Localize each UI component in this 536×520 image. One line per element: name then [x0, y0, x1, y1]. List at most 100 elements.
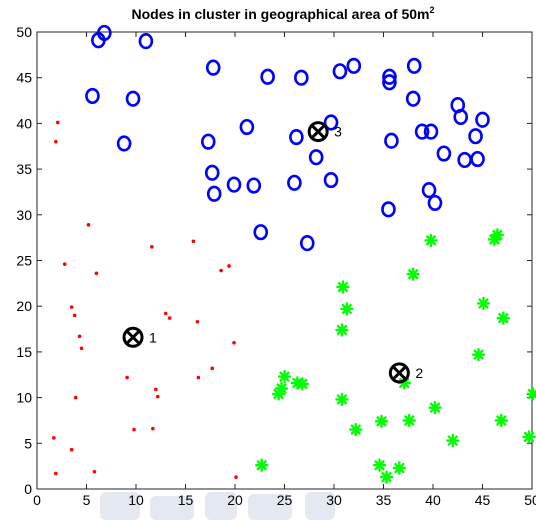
- data-point-blue: [138, 33, 154, 50]
- data-point-blue: [260, 68, 275, 85]
- data-point-green: [340, 302, 354, 316]
- data-point-green: [374, 414, 389, 429]
- chart-title-main: Nodes in cluster in geographical area of…: [132, 6, 430, 22]
- data-point-green: [336, 280, 350, 294]
- series-cross-circle: 1 2 3: [122, 121, 423, 384]
- data-point-blue: [253, 224, 269, 241]
- data-point-blue: [204, 164, 220, 181]
- x-tick-label: 15: [178, 492, 194, 508]
- data-point-green: [446, 433, 460, 448]
- x-tick-label: 10: [128, 492, 144, 508]
- series-circle: [85, 24, 490, 252]
- data-point-green: [476, 296, 491, 311]
- data-point-red: [163, 311, 168, 316]
- data-point-red: [167, 316, 172, 320]
- data-point-blue: [205, 59, 221, 76]
- y-tick-label: 50: [16, 24, 32, 40]
- data-point-green: [349, 422, 363, 437]
- cluster-head-label: 2: [415, 365, 423, 381]
- x-tick-label: 30: [326, 492, 342, 508]
- data-point-green: [424, 233, 438, 248]
- data-point-blue: [116, 135, 132, 152]
- data-point-red: [155, 394, 160, 399]
- y-tick-label: 20: [16, 298, 32, 314]
- data-point-blue: [453, 108, 469, 126]
- data-point-red: [72, 313, 77, 318]
- data-point-red: [77, 334, 82, 339]
- data-point-blue: [299, 235, 315, 252]
- data-point-red: [196, 375, 201, 380]
- series-dot: [52, 120, 238, 479]
- y-tick-label: 0: [24, 481, 32, 497]
- data-point-blue: [246, 177, 262, 194]
- data-point-green: [471, 347, 486, 362]
- data-point-green: [490, 228, 505, 242]
- data-point-red: [232, 340, 236, 345]
- data-point-green: [379, 470, 394, 484]
- data-point-red: [219, 268, 223, 273]
- data-point-blue: [226, 176, 242, 193]
- chart-title-superscript: 2: [429, 5, 434, 15]
- data-point-red: [151, 426, 155, 431]
- x-tick-label: 35: [376, 492, 392, 508]
- data-point-green: [271, 387, 286, 401]
- data-point-blue: [381, 201, 396, 218]
- data-point-blue: [382, 74, 397, 91]
- data-point-blue: [200, 133, 216, 150]
- data-point-red: [191, 239, 196, 244]
- data-point-blue: [406, 57, 422, 74]
- cluster-head-marker: 1: [122, 326, 157, 348]
- data-point-blue: [436, 145, 452, 162]
- series-asterisk: [255, 228, 536, 484]
- data-point-red: [86, 223, 91, 227]
- data-point-red: [125, 375, 129, 380]
- data-point-red: [73, 395, 78, 400]
- x-tick-label: 0: [33, 492, 41, 508]
- data-point-blue: [427, 194, 443, 212]
- x-tick-label: 50: [524, 492, 536, 508]
- data-point-red: [234, 475, 238, 479]
- data-point-blue: [206, 185, 222, 202]
- data-point-green: [335, 323, 349, 337]
- data-point-green: [372, 458, 387, 472]
- data-point-red: [69, 305, 74, 309]
- data-point-blue: [308, 149, 324, 166]
- data-point-blue: [85, 87, 100, 105]
- data-point-red: [52, 436, 56, 440]
- data-point-blue: [239, 118, 255, 136]
- data-point-blue: [332, 63, 348, 80]
- data-point-green: [392, 461, 407, 475]
- data-point-blue: [423, 123, 439, 140]
- cluster-head-marker: 3: [307, 121, 342, 143]
- data-point-blue: [125, 90, 141, 107]
- data-point-red: [79, 346, 84, 351]
- data-point-blue: [470, 150, 485, 168]
- axes-box: [36, 31, 533, 490]
- y-tick-label: 40: [16, 115, 32, 131]
- data-point-blue: [289, 129, 304, 146]
- data-point-green: [496, 311, 510, 325]
- x-tick-label: 20: [227, 492, 243, 508]
- data-point-blue: [468, 128, 483, 145]
- data-point-green: [406, 267, 420, 281]
- data-point-red: [55, 120, 60, 125]
- data-point-blue: [346, 57, 362, 74]
- data-point-red: [154, 387, 158, 392]
- cluster-head-label: 1: [149, 329, 157, 345]
- y-tick-label: 15: [16, 344, 32, 360]
- data-point-red: [94, 271, 99, 276]
- data-point-blue: [384, 132, 399, 149]
- data-point-blue: [414, 123, 430, 140]
- x-tick-label: 45: [475, 492, 491, 508]
- data-point-red: [195, 319, 200, 324]
- data-point-green: [255, 458, 269, 472]
- data-point-green: [277, 369, 292, 384]
- data-point-blue: [91, 32, 106, 49]
- data-point-red: [54, 471, 58, 476]
- data-point-red: [150, 244, 154, 249]
- y-tick-label: 10: [16, 390, 32, 406]
- data-point-red: [62, 262, 67, 266]
- data-point-blue: [323, 114, 339, 131]
- data-point-blue: [382, 68, 397, 85]
- data-point-blue: [287, 174, 302, 191]
